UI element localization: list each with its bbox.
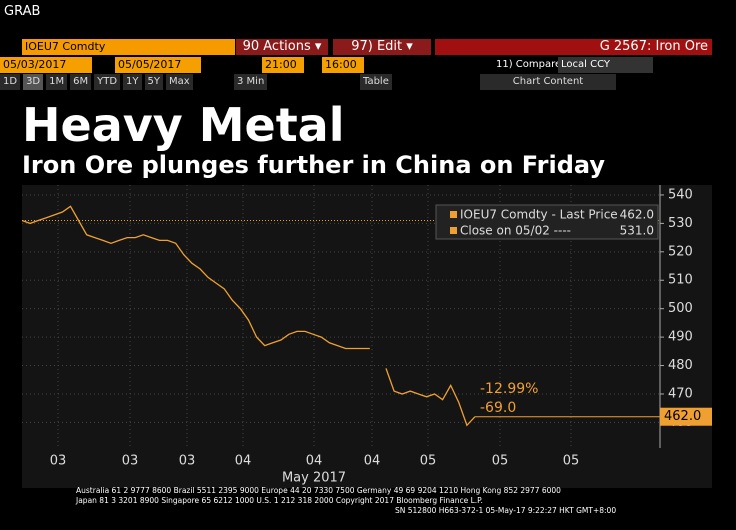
range-button[interactable]: 1Y (123, 74, 142, 90)
legend-value: 462.0 (620, 208, 654, 222)
x-tick-label: 03 (50, 454, 67, 469)
footer-line: Australia 61 2 9777 8600 Brazil 5511 239… (76, 486, 561, 495)
x-axis-label: May 2017 (282, 471, 346, 486)
legend-label: Close on 05/02 ---- (460, 224, 571, 238)
start-date[interactable]: 05/03/2017 (0, 57, 92, 73)
compare[interactable]: 11) Compare (496, 59, 562, 70)
legend-label: IOEU7 Comdty - Last Price (460, 208, 618, 222)
y-tick-label: 470 (668, 386, 693, 401)
range-button[interactable]: YTD (94, 74, 121, 90)
last-price-tag (660, 407, 712, 426)
currency[interactable]: Local CCY (558, 57, 653, 73)
footer-line: SN 512800 H663-372-1 05-May-17 9:22:27 H… (395, 506, 617, 515)
range-button[interactable]: 1M (46, 74, 68, 90)
ticker-field[interactable]: IOEU7 Comdty (22, 39, 235, 55)
annotation: -12.99% (480, 381, 538, 397)
legend-value: 531.0 (620, 224, 654, 238)
brand: GRAB (4, 4, 41, 19)
x-tick-label: 05 (563, 454, 580, 469)
y-tick-label: 500 (668, 301, 693, 316)
range-buttons: 1D 3D 1M 6M YTD 1Y 5Y Max (0, 74, 193, 90)
interval[interactable]: 3 Min (234, 74, 268, 90)
start-time[interactable]: 21:00 (262, 57, 304, 73)
y-tick-label: 510 (668, 273, 693, 288)
y-tick-label: 540 (668, 187, 693, 202)
x-tick-label: 05 (420, 454, 437, 469)
x-tick-label: 04 (306, 454, 323, 469)
range-button[interactable]: 5Y (144, 74, 164, 90)
y-tick-label: 520 (668, 244, 693, 259)
screen-name: G 2567: Iron Ore (435, 39, 712, 55)
x-tick-label: 04 (364, 454, 381, 469)
x-tick-label: 03 (179, 454, 196, 469)
x-tick-label: 04 (235, 454, 252, 469)
headline: Heavy Metal (22, 98, 345, 152)
actions-menu[interactable]: 90 Actions ▾ (236, 39, 328, 55)
annotation: -69.0 (480, 400, 516, 416)
x-tick-label: 03 (122, 454, 139, 469)
range-button[interactable]: 3D (23, 74, 44, 90)
end-date[interactable]: 05/05/2017 (115, 57, 201, 73)
y-tick-label: 490 (668, 330, 693, 345)
price-line (21, 205, 476, 427)
range-button[interactable]: Max (166, 74, 193, 90)
table-button[interactable]: Table (360, 74, 392, 90)
y-tick-label: 530 (668, 216, 693, 231)
range-button[interactable]: 1D (0, 74, 21, 90)
chart-content[interactable]: Chart Content (480, 74, 616, 90)
y-tick-label: 480 (668, 358, 693, 373)
legend-box (435, 204, 659, 240)
legend-swatch (450, 227, 457, 234)
footer-line: Japan 81 3 3201 8900 Singapore 65 6212 1… (76, 496, 483, 505)
subheadline: Iron Ore plunges further in China on Fri… (22, 151, 605, 179)
last-price-label: 462.0 (664, 409, 701, 424)
end-time[interactable]: 16:00 (322, 57, 364, 73)
edit-menu[interactable]: 97) Edit ▾ (333, 39, 431, 55)
legend-swatch (450, 211, 457, 218)
x-tick-label: 05 (492, 454, 509, 469)
range-button[interactable]: 6M (70, 74, 92, 90)
